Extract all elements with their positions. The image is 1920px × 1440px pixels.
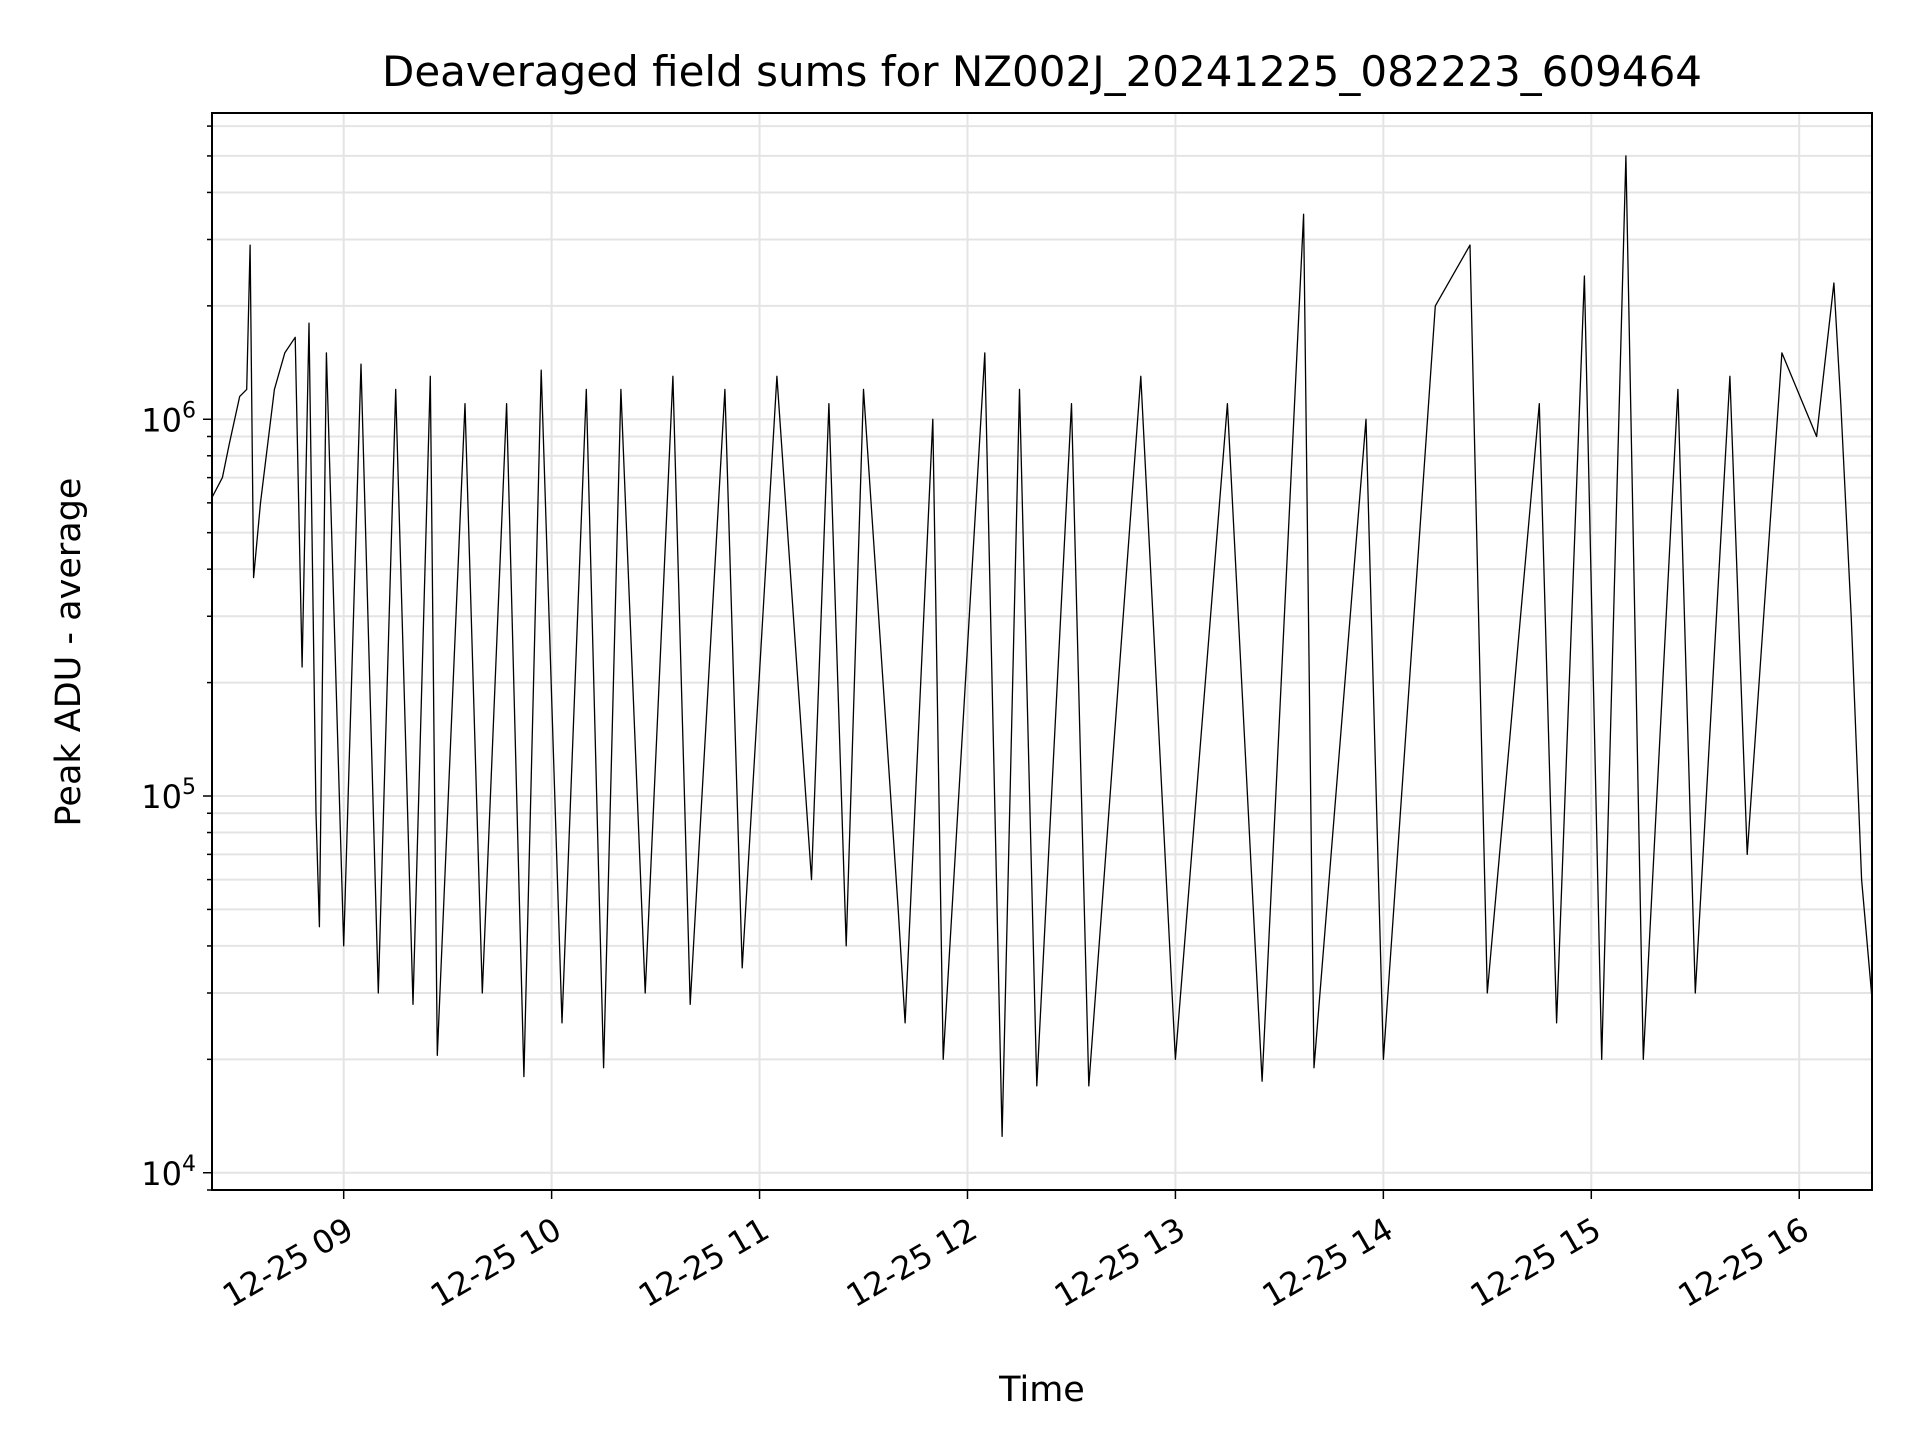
- y-axis-label: Peak ADU - average: [49, 478, 89, 827]
- chart-title: Deaveraged field sums for NZ002J_2024122…: [382, 47, 1702, 96]
- series-line: [211, 155, 1873, 1137]
- y-tick-label: 105: [141, 775, 196, 816]
- x-axis-label: Time: [998, 1370, 1085, 1410]
- y-tick-label: 106: [141, 398, 196, 439]
- plot-frame: [211, 112, 1873, 1191]
- y-tick-label: 104: [141, 1152, 196, 1193]
- data-layer: [211, 155, 1873, 1137]
